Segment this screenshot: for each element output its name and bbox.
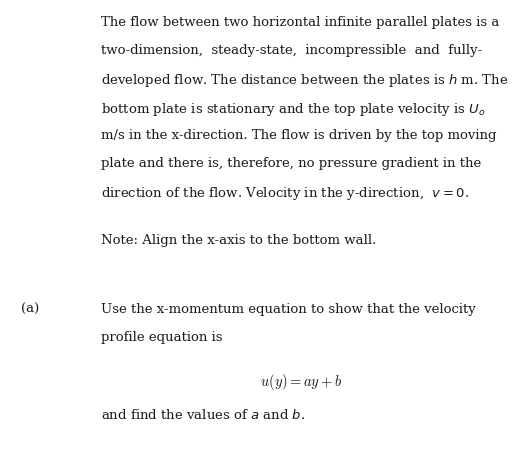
Text: two-dimension,  steady-state,  incompressible  and  fully-: two-dimension, steady-state, incompressi… [101,44,483,57]
Text: (a): (a) [21,303,39,316]
Text: and find the values of $a$ and $b$.: and find the values of $a$ and $b$. [101,408,306,422]
Text: plate and there is, therefore, no pressure gradient in the: plate and there is, therefore, no pressu… [101,157,482,170]
Text: The flow between two horizontal infinite parallel plates is a: The flow between two horizontal infinite… [101,16,500,29]
Text: direction of the flow. Velocity in the y-direction,  $v = 0$.: direction of the flow. Velocity in the y… [101,185,469,202]
Text: profile equation is: profile equation is [101,331,223,344]
Text: Note: Align the x-axis to the bottom wall.: Note: Align the x-axis to the bottom wal… [101,234,377,247]
Text: Use the x-momentum equation to show that the velocity: Use the x-momentum equation to show that… [101,303,476,316]
Text: developed flow. The distance between the plates is $h$ m. The: developed flow. The distance between the… [101,72,509,89]
Text: bottom plate is stationary and the top plate velocity is $U_o$: bottom plate is stationary and the top p… [101,101,486,117]
Text: m/s in the x-direction. The flow is driven by the top moving: m/s in the x-direction. The flow is driv… [101,129,497,142]
Text: $u(y) = ay + b$: $u(y) = ay + b$ [260,372,343,392]
